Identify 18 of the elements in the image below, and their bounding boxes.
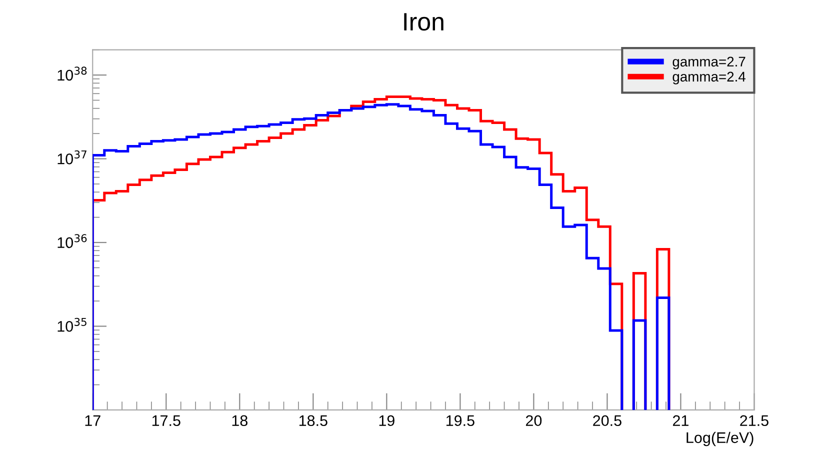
y-tick-label: 10$^{36}$ bbox=[58, 234, 87, 248]
x-tick-label: 20 bbox=[526, 415, 542, 426]
chart-title: Iron bbox=[404, 13, 444, 31]
legend-label: gamma=2.7 bbox=[672, 56, 746, 70]
x-tick-label: 18 bbox=[232, 415, 248, 426]
x-tick-label: 17.5 bbox=[152, 415, 180, 426]
x-tick-label: 20.5 bbox=[593, 415, 622, 426]
x-tick-label: 19 bbox=[379, 415, 394, 426]
y-tick-label: 10$^{38}$ bbox=[58, 66, 87, 81]
x-tick-label: 17 bbox=[85, 415, 100, 426]
y-tick-label: 10$^{37}$ bbox=[58, 150, 86, 164]
x-tick-label: 21 bbox=[672, 415, 688, 426]
y-tick-label: 10$^{35}$ bbox=[58, 318, 86, 332]
x-tick-label: 18.5 bbox=[299, 415, 328, 426]
legend-label: gamma=2.4 bbox=[672, 72, 746, 84]
x-tick-label: 19.5 bbox=[446, 415, 474, 426]
x-tick-label: 21.5 bbox=[740, 415, 768, 426]
x-axis-title: Log(E/eV) bbox=[686, 432, 754, 446]
